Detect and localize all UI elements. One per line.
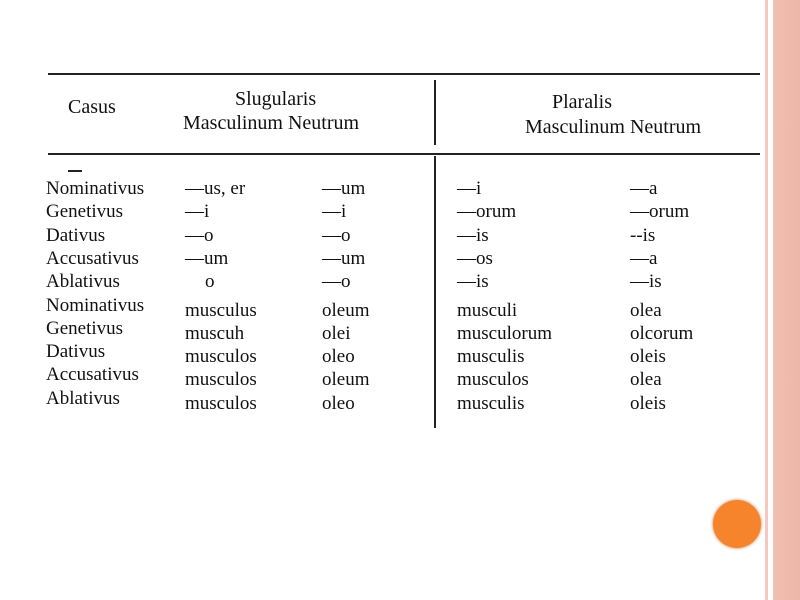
cell-case: Genetivus <box>46 317 124 339</box>
cell-sg-n: —um <box>322 247 366 269</box>
cell-pl-m: musculis <box>457 346 525 368</box>
cell-pl-n: olcorum <box>630 322 694 344</box>
cell-pl-m: —is <box>457 271 489 293</box>
cell-sg-n: —o <box>322 224 351 246</box>
cell-sg-m: —um <box>185 247 229 269</box>
cell-pl-m: musculorum <box>457 322 552 344</box>
macron-mark <box>68 170 82 172</box>
cell-sg-m: —us, er <box>185 178 246 199</box>
cell-pl-m: —i <box>457 178 482 199</box>
cell-sg-m: musculus <box>185 299 257 321</box>
cell-pl-n: olea <box>630 299 662 321</box>
cell-case: Nominativus <box>46 294 145 316</box>
cell-sg-n: olei <box>322 322 351 344</box>
header-singular: Slugularis <box>235 88 317 110</box>
cell-pl-n: —orum <box>630 201 690 223</box>
slide-edge-line <box>765 0 768 600</box>
cell-sg-m: musculos <box>185 392 257 414</box>
cell-pl-m: musculis <box>457 392 525 414</box>
cell-case: Dativus <box>46 224 106 246</box>
top-rule <box>48 73 760 75</box>
cell-sg-n: oleum <box>322 299 370 321</box>
header-singular-genders: Masculinum Neutrum <box>183 112 360 134</box>
cell-sg-n: —i <box>322 201 347 223</box>
header-plural: Plaralis <box>552 91 612 113</box>
cell-sg-n: oleo <box>322 392 355 414</box>
cell-pl-m: —orum <box>457 201 517 223</box>
cell-pl-m: —os <box>457 247 493 269</box>
cell-pl-n: —a <box>630 178 658 199</box>
column-divider-top <box>434 80 436 145</box>
cell-pl-m: musculos <box>457 369 529 391</box>
header-casus: Casus <box>68 96 116 118</box>
cell-case: Ablativus <box>46 271 120 293</box>
cell-case: Accusativus <box>46 364 139 386</box>
cell-pl-n: —is <box>630 271 662 293</box>
column-divider <box>434 156 436 428</box>
cell-case: Genetivus <box>46 201 124 223</box>
cell-sg-m: —i <box>185 201 210 223</box>
decorative-circle <box>713 500 761 548</box>
cell-pl-n: —a <box>630 247 658 269</box>
cell-pl-n: oleis <box>630 392 666 414</box>
cell-pl-n: oleis <box>630 346 666 368</box>
cell-sg-m: o <box>205 271 215 293</box>
cell-sg-n: —um <box>322 178 366 199</box>
cell-sg-n: —o <box>322 271 351 293</box>
cell-pl-m: musculi <box>457 299 518 321</box>
cell-case: Dativus <box>46 341 106 363</box>
cell-sg-n: oleum <box>322 369 370 391</box>
cell-pl-n: olea <box>630 369 662 391</box>
cell-case: Ablativus <box>46 387 120 409</box>
cell-pl-m: —is <box>457 224 489 246</box>
cell-sg-m: —o <box>185 224 214 246</box>
header-rule <box>48 153 760 155</box>
cell-sg-m: muscuh <box>185 322 245 344</box>
header-plural-genders: Masculinum Neutrum <box>525 116 702 138</box>
cell-pl-n: --is <box>630 224 656 246</box>
cell-sg-m: musculos <box>185 369 257 391</box>
cell-case: Nominativus <box>46 178 145 199</box>
cell-sg-n: oleo <box>322 346 355 368</box>
cell-sg-m: musculos <box>185 346 257 368</box>
cell-case: Accusativus <box>46 247 139 269</box>
slide-edge-band <box>773 0 800 600</box>
